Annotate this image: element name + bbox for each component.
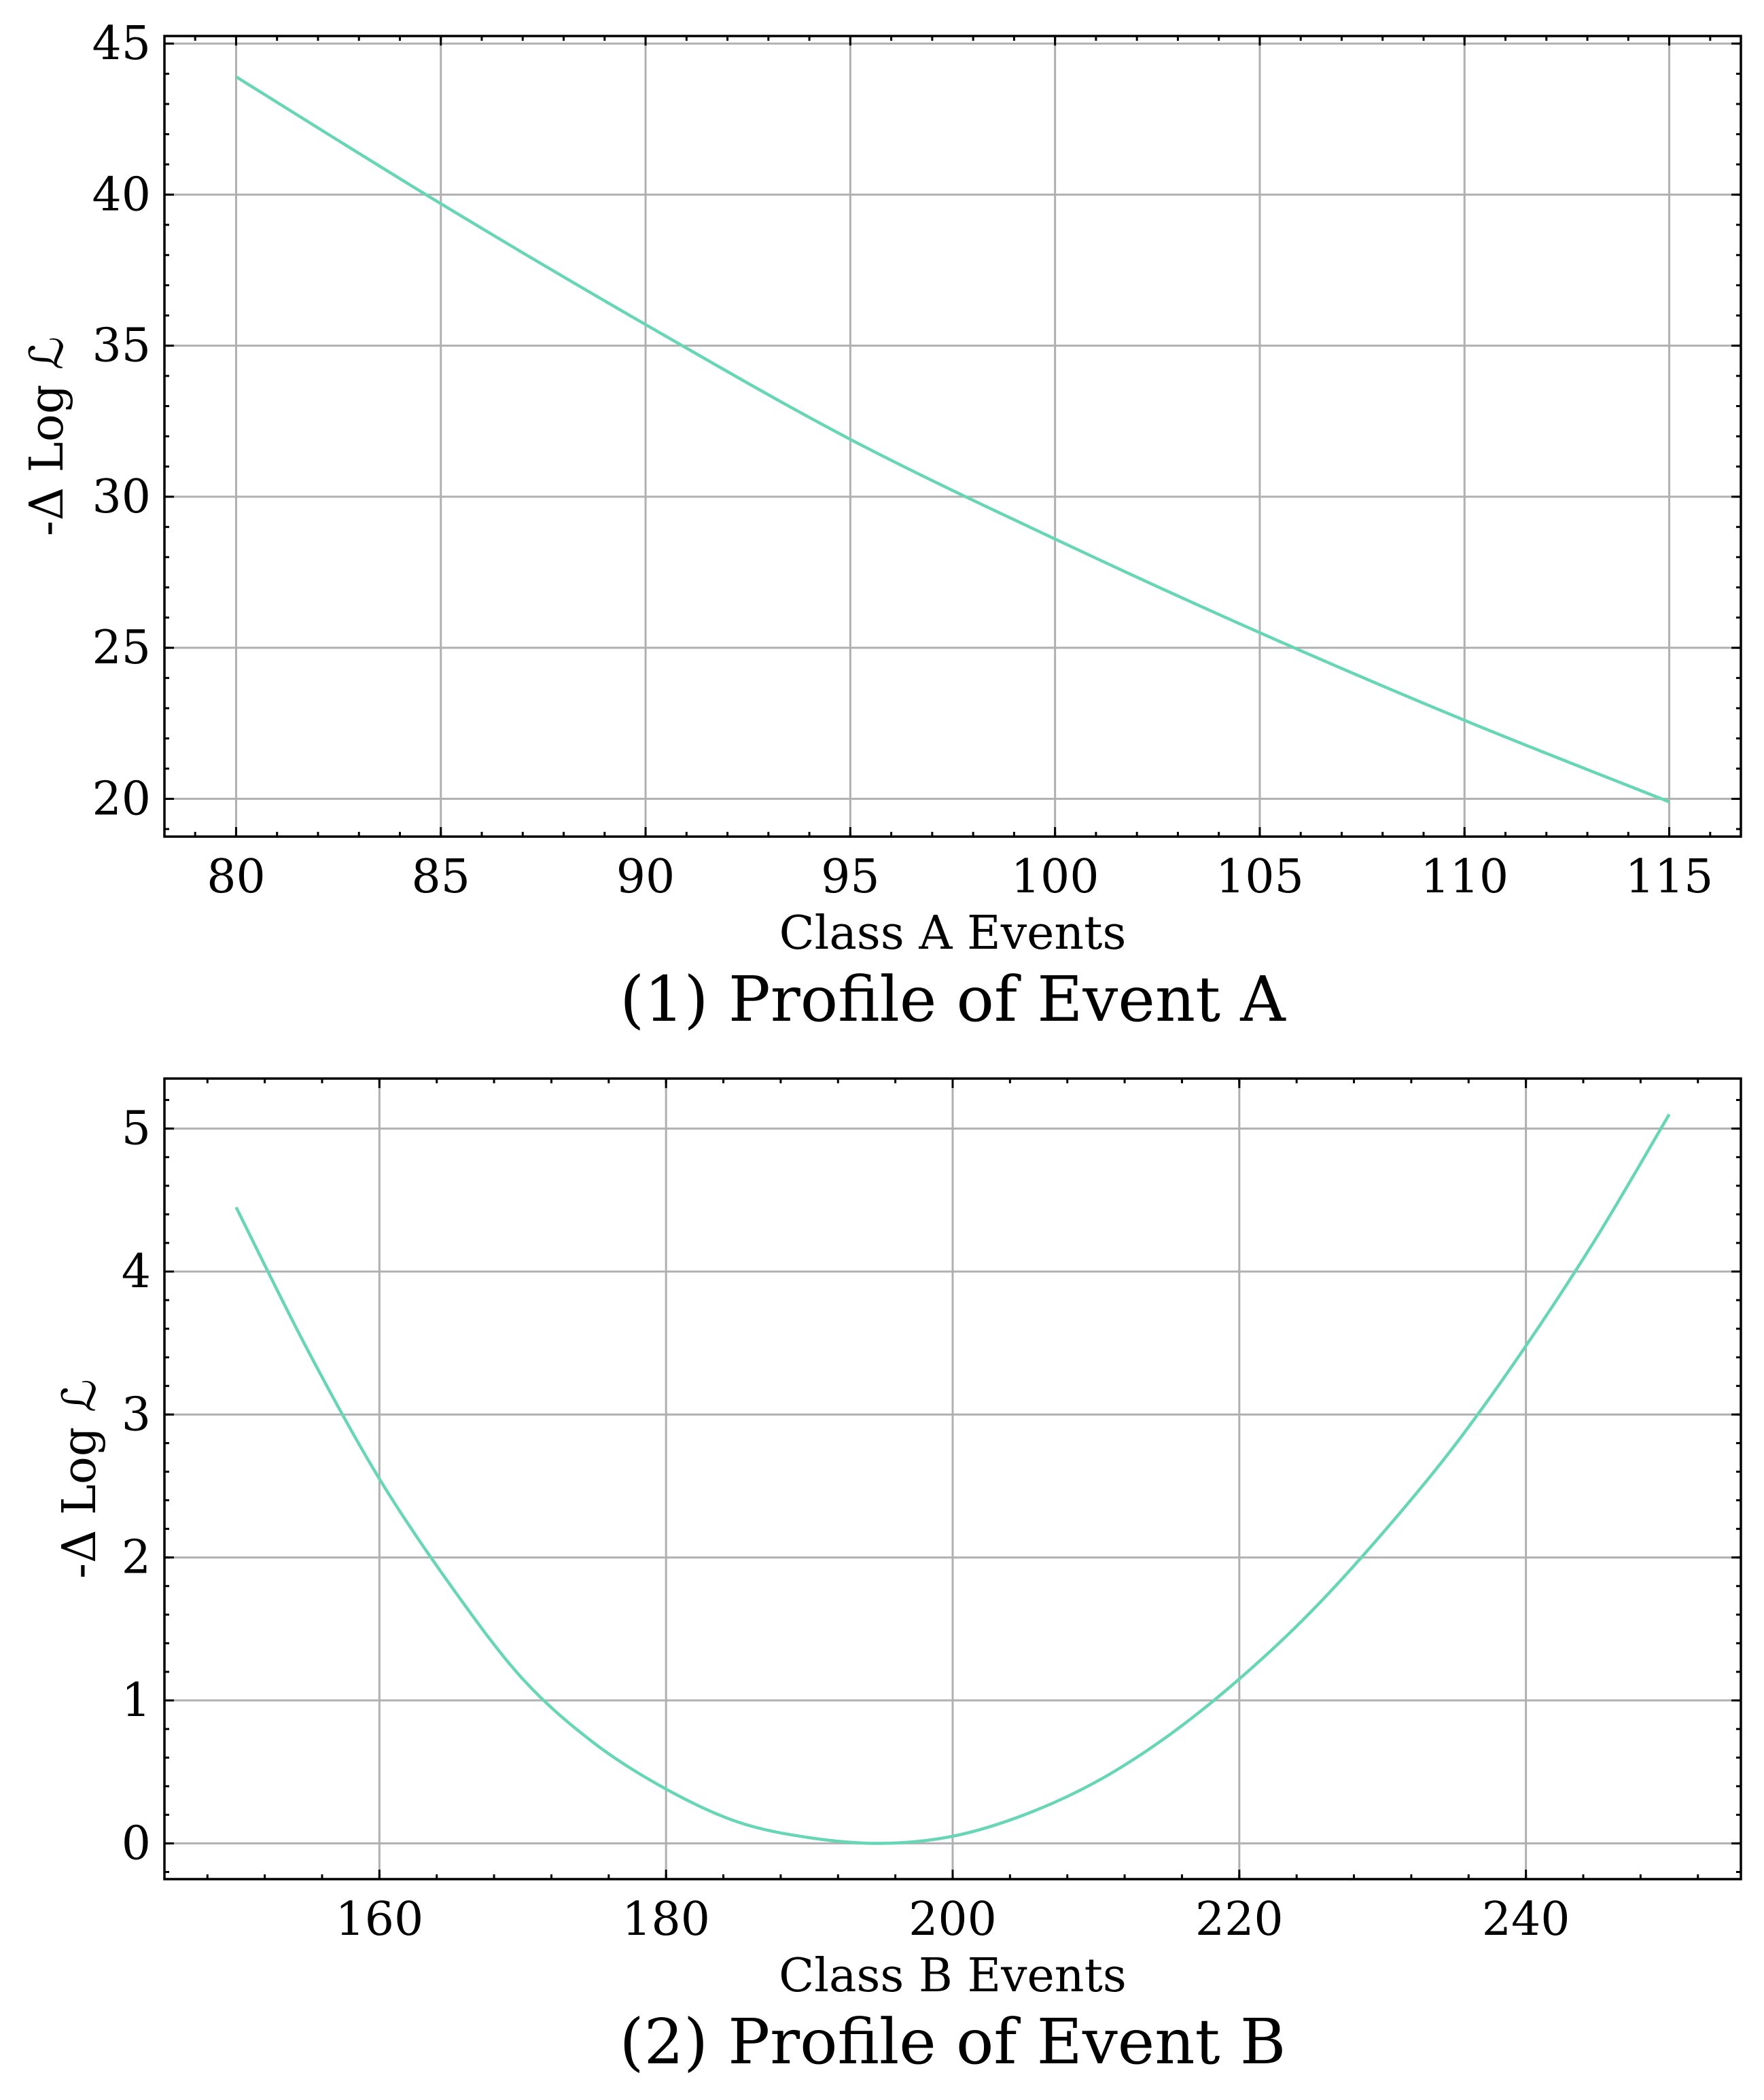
grid-lines-a [164,36,1741,837]
x-tick-label: 110 [1420,850,1509,904]
grid-lines-b [164,1079,1741,1879]
x-tick-label: 160 [335,1893,423,1946]
x-tick-label: 100 [1011,850,1099,904]
series-line-a [235,75,1670,803]
ticks-a [164,36,1741,837]
y-tick-label: 1 [122,1674,151,1728]
ticks-b [164,1079,1741,1879]
y-tick-label: 2 [122,1531,151,1585]
x-tick-label: 95 [821,850,880,904]
x-tick-label: 85 [411,850,470,904]
series-line-b [234,1113,1671,1845]
x-tick-label: 240 [1482,1893,1570,1946]
x-axis-label-b: Class B Events [779,1949,1127,2003]
y-tick-label: 35 [92,319,151,373]
panel-event-a: 80 85 90 95 100 105 110 115 20 25 30 35 40 45 Class … [20,17,1742,1036]
y-tick-label: 5 [122,1102,151,1156]
x-axis-label-a: Class A Events [779,907,1127,960]
panel-event-b: 160 180 200 220 240 0 1 2 3 4 5 Class B Events -Δ… [53,1077,1742,2078]
x-tick-labels-b: 160 180 200 220 240 [335,1893,1570,1946]
y-tick-label: 20 [92,772,151,826]
plot-frame-a [163,35,1742,838]
y-tick-label: 45 [92,17,151,71]
y-axis-label-b: -Δ Log ℒ [53,1379,107,1579]
x-tick-labels-a: 80 85 90 95 100 105 110 115 [207,850,1713,904]
y-tick-labels-b: 0 1 2 3 4 5 [122,1102,151,1871]
x-tick-label: 180 [622,1893,710,1946]
subtitle-b: (2) Profile of Event B [620,2006,1286,2078]
y-tick-label: 40 [92,168,151,222]
y-tick-labels-a: 20 25 30 35 40 45 [92,17,151,826]
y-tick-label: 0 [122,1817,151,1870]
subtitle-a: (1) Profile of Event A [620,963,1286,1036]
x-tick-label: 200 [909,1893,997,1946]
x-tick-label: 80 [207,850,266,904]
y-axis-label-a: -Δ Log ℒ [20,336,74,536]
x-tick-label: 115 [1625,850,1714,904]
y-tick-label: 25 [92,621,151,675]
x-tick-label: 220 [1195,1893,1284,1946]
x-tick-label: 105 [1216,850,1304,904]
y-tick-label: 4 [122,1245,151,1299]
x-tick-label: 90 [616,850,675,904]
y-tick-label: 30 [92,470,151,524]
y-tick-label: 3 [122,1388,151,1441]
